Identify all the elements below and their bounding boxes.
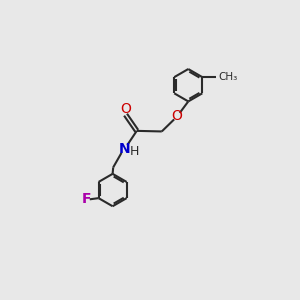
Text: CH₃: CH₃ (219, 72, 238, 82)
Text: H: H (130, 145, 140, 158)
Text: F: F (82, 192, 91, 206)
Text: O: O (172, 109, 182, 123)
Text: N: N (118, 142, 130, 156)
Text: O: O (120, 102, 131, 116)
